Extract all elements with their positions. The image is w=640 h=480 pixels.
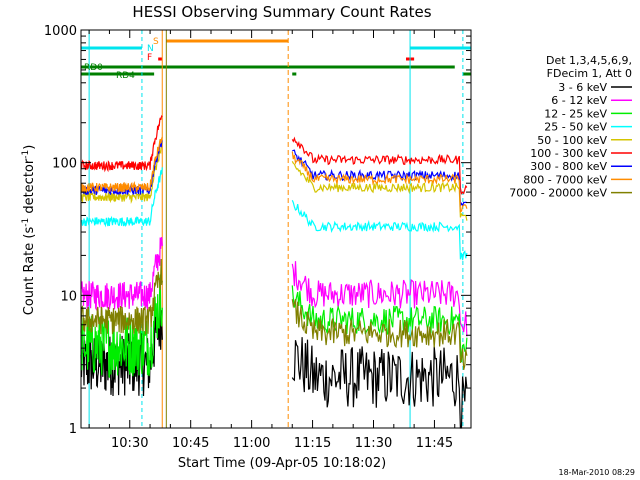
series-trace-pre — [80, 114, 163, 173]
data-layer: SNF RD0 RD4 — [80, 30, 471, 429]
plot-frame — [80, 29, 472, 429]
rd0-flag-label: RD0 — [84, 63, 103, 73]
x-tick-label-6: 11:45 — [416, 436, 453, 451]
legend-label-2: 6 - 12 keV — [551, 94, 607, 107]
series-trace-pre — [80, 136, 163, 194]
series-6 — [80, 114, 468, 195]
series-trace-post — [291, 161, 468, 221]
x-tick-label-5: 11:30 — [355, 436, 392, 451]
y-tick-label-1: 1 — [69, 422, 77, 437]
y-tick-label-2: 10 — [60, 289, 77, 304]
series-9 — [80, 258, 468, 370]
legend-label-5: 50 - 100 keV — [537, 134, 607, 147]
legend-header-2: FDecim 1, Att 0 — [547, 67, 632, 80]
legend-label-6: 100 - 300 keV — [530, 147, 607, 160]
legend-label-1: 3 - 6 keV — [558, 81, 607, 94]
y-tick-label-3: 100 — [52, 157, 77, 172]
series-trace-post — [291, 136, 468, 195]
x-tick-label-4: 11:15 — [294, 436, 331, 451]
x-tick-label-3: 11:00 — [233, 436, 270, 451]
legend-label-3: 12 - 25 keV — [544, 107, 607, 120]
y-tick-label-4: 1000 — [44, 24, 77, 39]
saa-flag-label: S — [153, 37, 159, 47]
series-trace-post — [291, 261, 468, 337]
series-4 — [80, 167, 468, 261]
night-flag-label: N — [147, 44, 154, 54]
y-axis-label: Count Rate (s-1 detector-1) — [21, 145, 37, 316]
series-trace-post — [292, 149, 468, 208]
series-trace-post — [291, 200, 468, 261]
flare-flag-label: F — [147, 53, 152, 63]
series-trace-post — [291, 337, 468, 429]
x-tick-label-2: 10:45 — [172, 436, 209, 451]
series-5 — [80, 141, 468, 221]
legend-label-9: 7000 - 20000 keV — [509, 187, 607, 200]
legend: Det 1,3,4,5,6,9, FDecim 1, Att 0 3 - 6 k… — [509, 54, 632, 200]
rd4-flag-label: RD4 — [116, 71, 135, 81]
legend-label-7: 300 - 800 keV — [530, 160, 607, 173]
legend-label-4: 25 - 50 keV — [544, 121, 607, 134]
series-trace-post — [291, 299, 468, 370]
x-tick-label-1: 10:30 — [111, 436, 148, 451]
timestamp-footer: 18-Mar-2010 08:29 — [559, 468, 636, 477]
axis-layer: 10:30 10:45 11:00 11:15 11:30 11:45 1 10 100 1000 — [44, 24, 471, 451]
series-8 — [80, 136, 468, 213]
series-trace-post — [291, 151, 468, 213]
x-axis-label: Start Time (09-Apr-05 10:18:02) — [178, 456, 386, 471]
series-trace-pre — [80, 141, 163, 204]
series-trace-pre — [80, 237, 163, 312]
legend-label-8: 800 - 7000 keV — [523, 173, 607, 186]
series-trace-pre — [80, 258, 163, 335]
series-trace-pre — [80, 274, 163, 379]
legend-header-1: Det 1,3,4,5,6,9, — [546, 54, 632, 67]
chart-title: HESSI Observing Summary Count Rates — [132, 3, 431, 21]
series-trace-pre — [80, 167, 163, 228]
